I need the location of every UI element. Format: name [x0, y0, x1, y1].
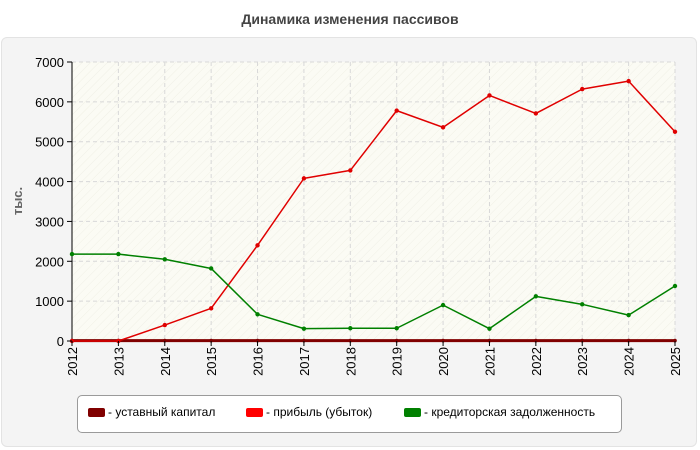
y-tick-label: 5000 [35, 135, 64, 150]
legend-item-profit[interactable]: - прибыль (убыток) [246, 405, 372, 419]
y-axis-label: тыс. [10, 187, 25, 215]
legend-label-charter-capital: - уставный капитал [108, 405, 216, 419]
y-tick-label: 1000 [35, 294, 64, 309]
data-point [302, 338, 306, 343]
x-tick-label: 2020 [436, 347, 451, 376]
data-point [208, 306, 214, 311]
data-point [533, 111, 539, 116]
data-point [208, 266, 214, 271]
y-tick-label: 4000 [35, 175, 64, 190]
data-point [348, 338, 353, 343]
x-tick-label: 2023 [575, 347, 590, 376]
legend-label-payables: - кредиторская задолженность [424, 405, 596, 419]
legend-swatch-payables [404, 407, 421, 417]
data-point [534, 338, 538, 343]
data-point [348, 168, 353, 173]
data-point [162, 338, 167, 343]
y-tick-label: 6000 [35, 95, 64, 110]
x-tick-label: 2024 [622, 347, 637, 376]
data-point [487, 338, 492, 343]
series-2 [69, 251, 678, 331]
plot-area [72, 62, 675, 341]
legend-item-payables[interactable]: - кредиторская задолженность [404, 405, 595, 419]
data-point [69, 251, 75, 257]
series-0 [70, 338, 677, 343]
x-tick-label: 2025 [668, 347, 683, 376]
data-point [394, 108, 399, 113]
data-point [580, 86, 585, 92]
data-point [626, 312, 631, 318]
data-point [487, 93, 492, 98]
data-point [255, 338, 260, 343]
data-point [440, 302, 446, 308]
data-point [487, 326, 492, 331]
y-tick-label: 0 [57, 334, 64, 349]
data-point [301, 326, 307, 331]
series-line [72, 253, 676, 330]
x-tick-label: 2017 [297, 347, 312, 376]
data-point [255, 312, 260, 317]
data-point [441, 338, 445, 343]
data-point [301, 176, 307, 181]
x-tick-label: 2014 [158, 347, 173, 376]
data-point [348, 326, 353, 331]
chart-legend: - уставный капитал - прибыль (убыток) - … [77, 395, 622, 433]
data-point [580, 302, 585, 307]
x-tick-label: 2021 [482, 347, 497, 376]
legend-label-profit: - прибыль (убыток) [266, 405, 373, 419]
data-point [672, 283, 678, 289]
x-tick-label: 2018 [343, 347, 358, 376]
data-point [394, 326, 399, 331]
series-1 [69, 78, 678, 344]
y-tick-label: 7000 [35, 55, 64, 70]
data-point [209, 338, 213, 343]
legend-swatch-profit [246, 407, 263, 417]
x-tick-label: 2013 [111, 347, 126, 376]
legend-item-charter-capital[interactable]: - уставный капитал [88, 405, 215, 419]
series-line [72, 80, 676, 342]
data-point [626, 78, 631, 84]
x-tick-label: 2016 [251, 347, 266, 376]
y-tick-label: 3000 [35, 214, 64, 229]
data-point [440, 125, 446, 130]
data-point [580, 338, 585, 343]
data-point [672, 129, 678, 134]
data-point [255, 243, 260, 248]
data-point [673, 338, 677, 343]
data-point [394, 338, 399, 343]
chart-title: Динамика изменения пассивов [241, 11, 459, 27]
x-tick-label: 2015 [204, 347, 219, 376]
data-point [116, 251, 121, 257]
data-point [162, 257, 167, 262]
data-point [162, 322, 167, 328]
y-tick-label: 2000 [35, 254, 64, 269]
data-point [533, 294, 539, 299]
x-tick-label: 2012 [65, 347, 80, 376]
data-point [626, 338, 631, 343]
x-tick-label: 2019 [390, 347, 405, 376]
x-tick-label: 2022 [529, 347, 544, 376]
legend-swatch-charter-capital [88, 407, 105, 417]
